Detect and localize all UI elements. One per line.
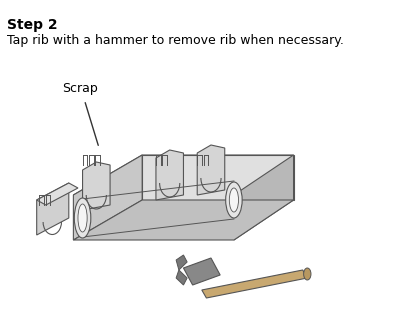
Text: Tap rib with a hammer to remove rib when necessary.: Tap rib with a hammer to remove rib when… (7, 34, 344, 47)
Polygon shape (184, 258, 220, 285)
Polygon shape (202, 270, 307, 298)
Polygon shape (73, 155, 142, 240)
Polygon shape (197, 145, 225, 195)
Polygon shape (37, 183, 69, 235)
Polygon shape (156, 150, 184, 200)
Polygon shape (142, 155, 294, 200)
Text: Scrap: Scrap (62, 82, 98, 95)
Polygon shape (176, 255, 187, 270)
Polygon shape (73, 155, 294, 195)
Polygon shape (37, 183, 78, 205)
Ellipse shape (304, 268, 311, 280)
Polygon shape (234, 155, 294, 240)
Ellipse shape (78, 204, 87, 232)
Polygon shape (73, 200, 294, 240)
Polygon shape (82, 162, 110, 210)
Polygon shape (176, 270, 187, 285)
Ellipse shape (229, 188, 238, 212)
Ellipse shape (74, 198, 91, 238)
Ellipse shape (226, 182, 242, 218)
Text: Step 2: Step 2 (7, 18, 58, 32)
